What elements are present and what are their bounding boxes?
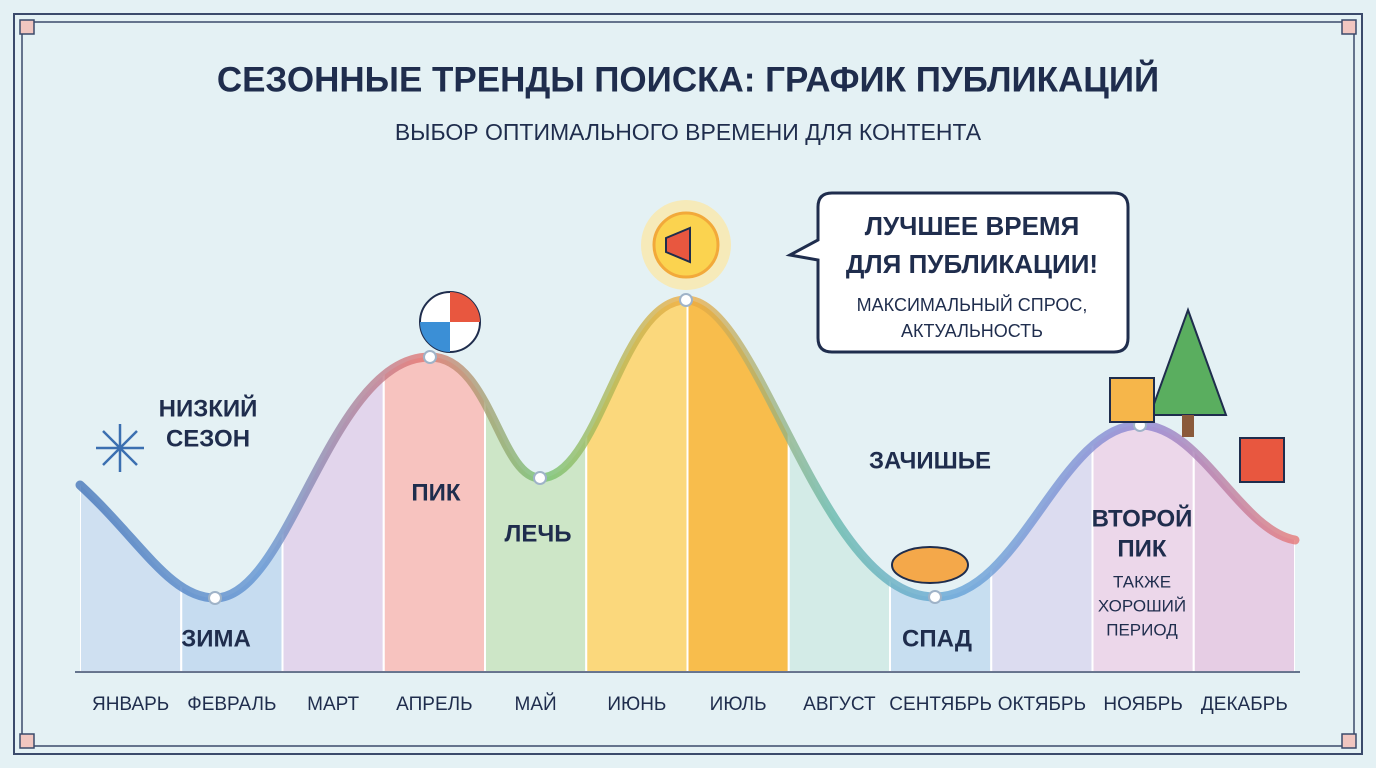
subtitle: ВЫБОР ОПТИМАЛЬНОГО ВРЕМЕНИ ДЛЯ КОНТЕНТА (395, 119, 982, 145)
tree-icon (1109, 307, 1285, 483)
month-column (281, 300, 385, 672)
frame-outer (13, 13, 1363, 755)
beach-ball-icon (419, 291, 481, 353)
cat-icon (891, 546, 969, 584)
month-column (80, 300, 183, 672)
second-peak-note: ТАКЖЕ (1113, 572, 1171, 591)
title: СЕЗОННЫЕ ТРЕНДЫ ПОИСКА: ГРАФИК ПУБЛИКАЦИ… (217, 59, 1159, 99)
sun-icon (641, 200, 731, 290)
callout-title: ДЛЯ ПУБЛИКАЦИИ! (846, 249, 1098, 279)
peak-label: ПИК (411, 479, 461, 506)
winter-label: ЗИМА (181, 625, 251, 652)
second-peak-note: ПЕРИОД (1106, 620, 1178, 639)
frame-corners (19, 19, 1357, 749)
month-label: СЕНТЯБРЬ (889, 694, 992, 715)
second-peak-note: ХОРОШИЙ (1098, 596, 1186, 615)
month-label: ДЕКАБРЬ (1201, 694, 1288, 715)
lull-label: ЗАЧИШЬЕ (869, 447, 991, 474)
month-label: ФЕВРАЛЬ (187, 694, 276, 715)
month-label: ОКТЯБРЬ (998, 694, 1086, 715)
callout: ЛУЧШЕЕ ВРЕМЯ ДЛЯ ПУБЛИКАЦИИ! МАКСИМАЛЬНЫ… (785, 191, 1130, 354)
month-label: МАРТ (307, 694, 359, 715)
second-peak-label: ВТОРОЙ (1092, 504, 1193, 532)
low-season-label: СЕЗОН (166, 425, 250, 452)
month-label: АПРЕЛЬ (396, 694, 472, 715)
month-label: МАЙ (515, 693, 557, 715)
decline-label: СПАД (902, 625, 972, 652)
callout-title: ЛУЧШЕЕ ВРЕМЯ (865, 211, 1080, 241)
month-label: АВГУСТ (803, 694, 876, 715)
month-column (180, 300, 284, 672)
month-label: НОЯБРЬ (1103, 694, 1182, 715)
month-label: ИЮЛЬ (710, 694, 767, 715)
second-peak-label: ПИК (1117, 535, 1167, 562)
trend-curve (75, 295, 1300, 603)
low-season-label: НИЗКИЙ (159, 394, 258, 422)
frame-inner (21, 21, 1355, 747)
snowflake-icon (96, 424, 144, 472)
month-label: ИЮНЬ (607, 694, 666, 715)
callout-text: АКТУАЛЬНОСТЬ (901, 321, 1043, 341)
month-label: ЯНВАРЬ (92, 694, 169, 715)
dip-label: ЛЕЧЬ (505, 520, 572, 547)
callout-text: МАКСИМАЛЬНЫЙ СПРОС, (857, 294, 1088, 315)
month-labels: ЯНВАРЬ ФЕВРАЛЬ МАРТ АПРЕЛЬ МАЙ ИЮНЬ ИЮЛЬ АВГУСТ… (92, 693, 1288, 715)
